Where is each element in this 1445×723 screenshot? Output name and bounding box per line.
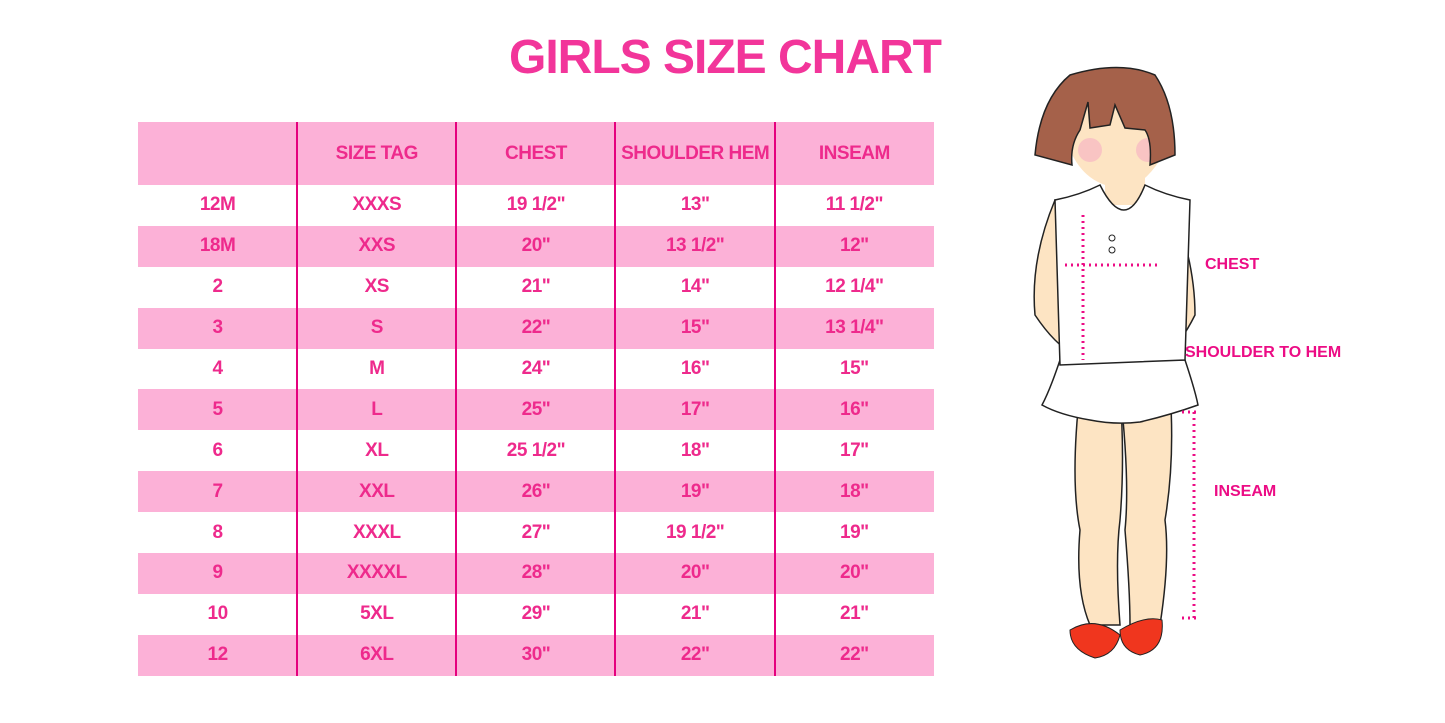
inseam-label: INSEAM: [1214, 483, 1277, 500]
table-cell: 22": [680, 644, 710, 666]
table-cell: 16": [840, 398, 869, 420]
table-cell: 21": [840, 603, 869, 625]
table-cell: 13 1/4": [825, 317, 884, 339]
table-row: 5 L 25" 17" 16": [138, 389, 934, 431]
table-cell: 21": [680, 603, 710, 625]
table-cell: 15": [680, 317, 710, 339]
table-cell: 25 1/2": [506, 439, 566, 461]
table-row: 6 XL 25 1/2" 18" 17": [138, 430, 934, 471]
table-cell: 17": [680, 398, 710, 420]
table-cell: 19 1/2": [665, 521, 725, 543]
table-header-row: SIZE TAG CHEST SHOULDER HEM INSEAM: [138, 122, 934, 185]
header-cell: CHEST: [505, 142, 567, 164]
table-cell: 3: [212, 317, 224, 339]
table-cell: 19 1/2": [506, 194, 566, 216]
table-cell: 11 1/2": [825, 194, 884, 216]
table-cell: 30": [521, 644, 551, 666]
table-row: 7 XXL 26" 19" 18": [138, 471, 934, 513]
table-row: 12 6XL 30" 22" 22": [138, 634, 934, 676]
table-cell: 4: [212, 358, 224, 379]
table-cell: 14": [680, 276, 710, 298]
table-row: 12M XXXS 19 1/2" 13" 11 1/2": [138, 185, 934, 226]
shoulder-to-hem-label: SHOULDER TO HEM: [1185, 344, 1342, 361]
chest-label: CHEST: [1205, 256, 1260, 273]
header-cell: INSEAM: [818, 142, 890, 164]
table-cell: XXXXL: [346, 562, 407, 584]
table-cell: 9: [212, 562, 224, 584]
table-cell: 29": [521, 603, 551, 625]
table-cell: M: [369, 358, 385, 379]
table-cell: 6XL: [360, 644, 394, 666]
table-cell: 24": [521, 358, 551, 379]
table-cell: XS: [364, 276, 390, 298]
table-cell: 7: [212, 480, 224, 502]
table-cell: 17": [840, 439, 869, 461]
table-cell: 22": [840, 644, 869, 666]
table-row: 2 XS 21" 14" 12 1/4": [138, 267, 934, 308]
table-cell: 26": [521, 480, 551, 502]
column-divider: [455, 122, 457, 676]
table-row: 8 XXXL 27" 19 1/2" 19": [138, 512, 934, 553]
table-cell: S: [370, 317, 384, 339]
table-cell: 12": [840, 235, 869, 257]
table-cell: 18": [680, 439, 710, 461]
table-cell: XXXL: [352, 521, 401, 543]
table-row: 3 S 22" 15" 13 1/4": [138, 307, 934, 349]
table-cell: 28": [521, 562, 551, 584]
table-cell: 27": [521, 521, 551, 543]
table-cell: 20": [680, 562, 710, 584]
table-row: 18M XXS 20" 13 1/2" 12": [138, 225, 934, 267]
table-cell: XXXS: [352, 194, 402, 216]
table-row: 4 M 24" 16" 15": [138, 349, 934, 390]
table-cell: 5: [212, 398, 224, 420]
header-cell: SIZE TAG: [335, 142, 419, 164]
table-cell: 21": [521, 276, 551, 298]
table-cell: 20": [521, 235, 551, 257]
table-cell: XXS: [358, 235, 396, 257]
table-cell: 19": [840, 521, 869, 543]
column-divider: [296, 122, 298, 676]
table-cell: 10: [207, 603, 229, 625]
table-cell: 18M: [199, 235, 236, 257]
table-cell: 19": [680, 480, 710, 502]
table-cell: L: [371, 398, 383, 420]
table-cell: XXL: [359, 480, 395, 502]
page-title: GIRLS SIZE CHART: [508, 31, 942, 84]
table-cell: 12 1/4": [825, 276, 884, 298]
child-measurement-illustration: [1033, 66, 1200, 659]
table-cell: 15": [840, 358, 869, 379]
size-table: SIZE TAG CHEST SHOULDER HEM INSEAM 12M XX…: [138, 122, 934, 676]
table-cell: 20": [840, 562, 869, 584]
table-cell: 6: [212, 439, 224, 461]
table-cell: 13": [680, 194, 710, 216]
table-cell: 5XL: [360, 603, 394, 625]
table-cell: XL: [365, 439, 389, 461]
table-cell: 12M: [199, 194, 236, 216]
table-row: 10 5XL 29" 21" 21": [138, 594, 934, 635]
table-cell: 2: [212, 276, 224, 298]
header-cell: SHOULDER HEM: [621, 142, 770, 164]
table-cell: 16": [680, 358, 710, 379]
table-cell: 22": [521, 317, 551, 339]
table-cell: 25": [521, 398, 551, 420]
table-cell: 12: [207, 644, 229, 666]
column-divider: [614, 122, 616, 676]
table-cell: 18": [840, 480, 869, 502]
table-cell: 8: [212, 521, 224, 543]
table-row: 9 XXXXL 28" 20" 20": [138, 553, 934, 594]
column-divider: [774, 122, 776, 676]
table-cell: 13 1/2": [665, 235, 725, 257]
